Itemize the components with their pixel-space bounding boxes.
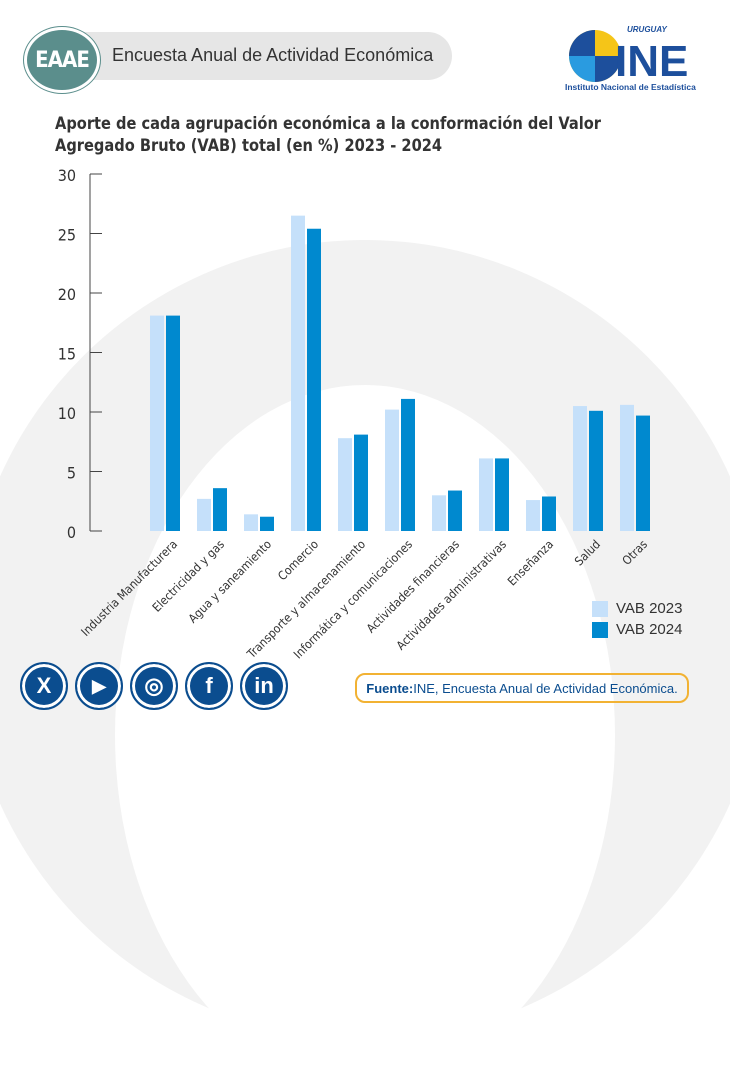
legend: VAB 2023 VAB 2024 — [592, 600, 682, 642]
bar-2023 — [338, 438, 352, 531]
x-tick-label: Otras — [619, 537, 650, 568]
bar-2024 — [636, 415, 650, 531]
legend-item-2023: VAB 2023 — [592, 600, 682, 617]
bar-2023 — [432, 495, 446, 531]
legend-label: VAB 2023 — [616, 600, 683, 617]
bar-2024 — [401, 398, 415, 531]
bar-2024 — [213, 488, 227, 531]
logo-uruguay: URUGUAY — [627, 25, 668, 34]
bar-2024 — [307, 228, 321, 532]
linkedin-icon[interactable]: in — [240, 662, 288, 710]
source-note: Fuente: INE, Encuesta Anual de Actividad… — [355, 673, 689, 703]
bar-2023 — [291, 215, 305, 531]
y-tick-label: 15 — [58, 345, 76, 364]
bar-2023 — [385, 409, 399, 531]
bar-2023 — [150, 315, 164, 531]
header-title: Encuesta Anual de Actividad Económica — [112, 45, 434, 65]
header-bar — [60, 32, 452, 80]
logo-ine: INE — [615, 37, 688, 86]
x-tick-label: Enseñanza — [505, 537, 556, 588]
bar-2023 — [479, 458, 493, 531]
bar-2024 — [354, 434, 368, 531]
bar-2023 — [197, 498, 211, 531]
eaae-badge: EAAE — [24, 27, 100, 93]
x-tick-label: Actividades financieras — [364, 537, 463, 636]
y-tick-label: 5 — [67, 464, 76, 483]
x-tick-label: Agua y saneamiento — [186, 537, 275, 626]
x-tick-label: Industria Manufacturera — [78, 537, 180, 639]
bar-2023 — [526, 500, 540, 531]
bar-2024 — [589, 410, 603, 531]
y-tick-label: 0 — [67, 523, 76, 542]
bar-2023 — [620, 404, 634, 531]
x-tick-label: Salud — [572, 537, 603, 568]
bar-2023 — [244, 514, 258, 531]
bar-2024 — [448, 490, 462, 531]
logo-subtitle: Instituto Nacional de Estadística — [565, 82, 696, 92]
x-tick-label: Comercio — [275, 537, 321, 583]
y-tick-label: 25 — [58, 226, 76, 245]
legend-label: VAB 2024 — [616, 621, 683, 638]
instagram-icon[interactable]: ◎ — [130, 662, 178, 710]
bar-2024 — [260, 516, 274, 531]
source-text: INE, Encuesta Anual de Actividad Económi… — [413, 680, 678, 696]
bar-2024 — [166, 315, 180, 531]
source-label: Fuente: — [366, 680, 414, 696]
ine-logo: URUGUAY INE Instituto Nacional de Estadí… — [565, 24, 710, 92]
y-tick-label: 20 — [58, 285, 76, 304]
y-tick-label: 30 — [58, 166, 76, 185]
youtube-icon[interactable]: ▶ — [75, 662, 123, 710]
bar-2024 — [542, 496, 556, 531]
legend-item-2024: VAB 2024 — [592, 621, 682, 638]
facebook-icon[interactable]: f — [185, 662, 233, 710]
bar-2023 — [573, 406, 587, 531]
x-twitter-icon[interactable]: X — [20, 662, 68, 710]
y-tick-label: 10 — [58, 404, 76, 423]
chart-title: Aporte de cada agrupación económica a la… — [55, 114, 602, 156]
bar-2024 — [495, 458, 509, 531]
